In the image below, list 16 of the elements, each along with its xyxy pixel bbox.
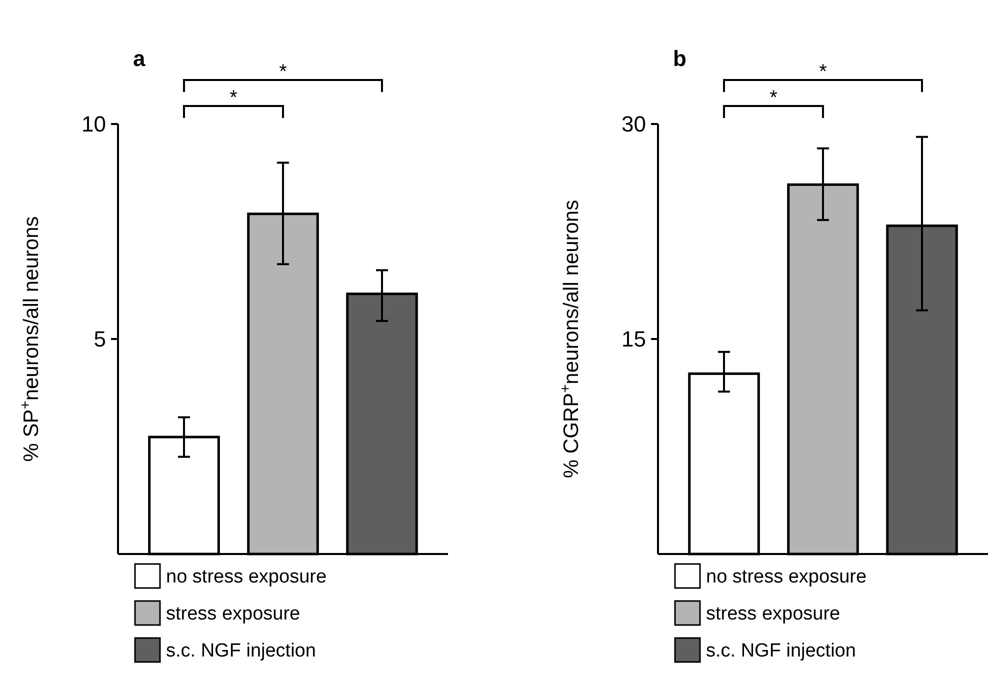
chart-title: a xyxy=(133,46,146,71)
y-tick-label: 10 xyxy=(82,112,106,137)
legend-label: s.c. NGF injection xyxy=(166,640,316,662)
legend-label: s.c. NGF injection xyxy=(706,640,856,662)
y-tick-label: 15 xyxy=(622,326,646,352)
text: * xyxy=(819,61,828,83)
y-tick-label: 30 xyxy=(622,112,646,137)
legend-label: stress exposure xyxy=(166,604,300,625)
text: * xyxy=(230,87,238,109)
text: * xyxy=(770,87,778,109)
y-tick-label: 5 xyxy=(94,326,106,352)
chart-title: b xyxy=(673,46,686,71)
legend-label: stress exposure xyxy=(706,604,840,625)
legend-label: no stress exposure xyxy=(166,566,327,588)
text: * xyxy=(279,61,288,83)
legend-label: no stress exposure xyxy=(706,566,867,588)
